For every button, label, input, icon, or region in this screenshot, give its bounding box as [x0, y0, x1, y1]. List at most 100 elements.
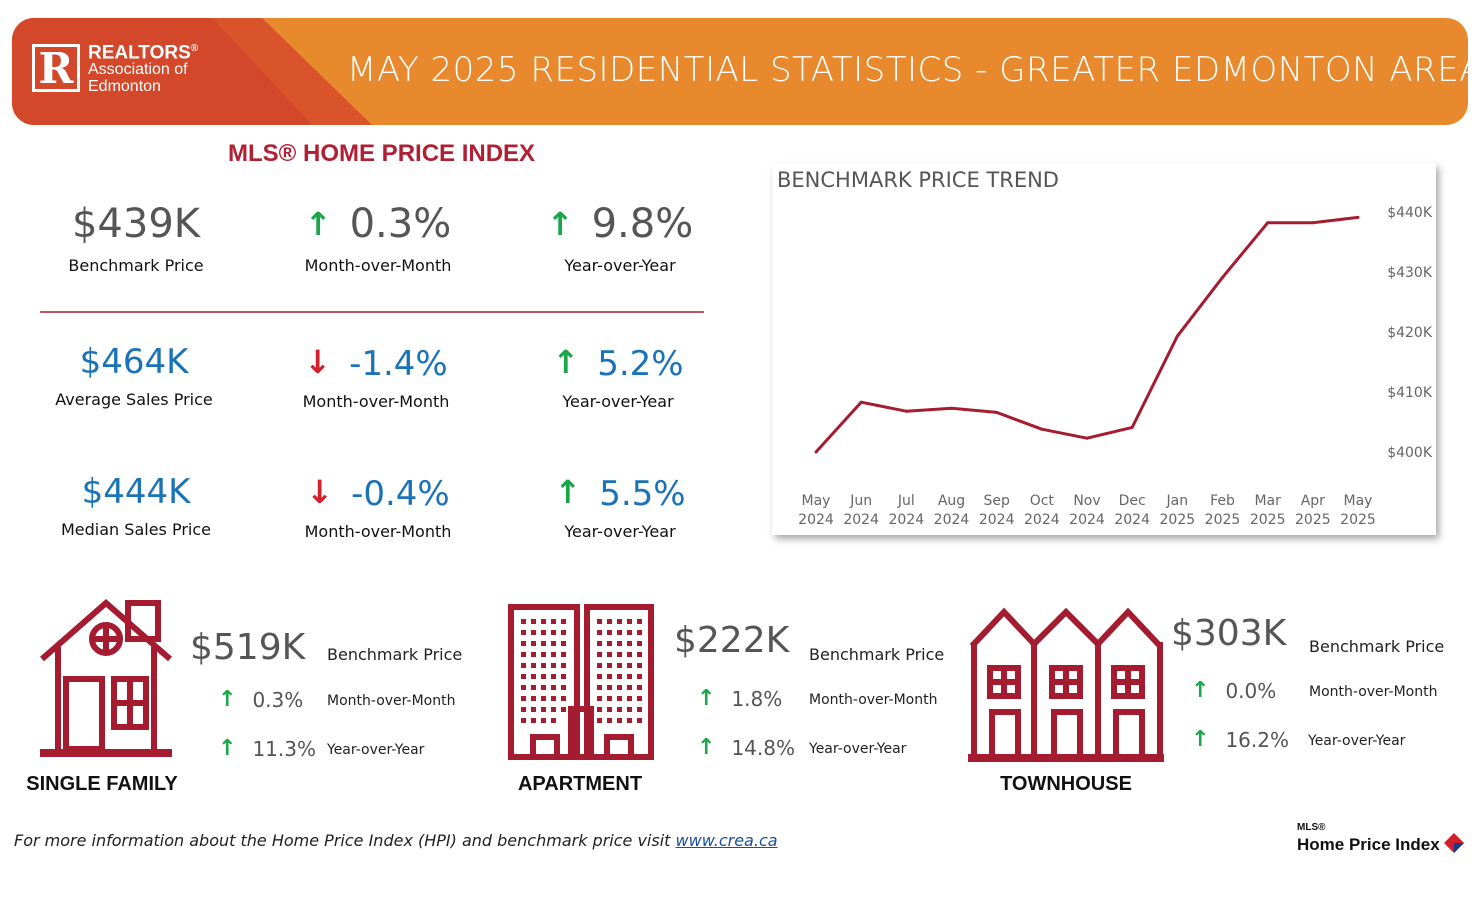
- single-family-mom: ↑ 0.3%: [218, 687, 303, 712]
- window-dot: [531, 707, 536, 712]
- apartment-yoy: ↑ 14.8%: [697, 735, 795, 760]
- benchmark-trend-chart: BENCHMARK PRICE TREND $400K $410K $420K $43…: [772, 163, 1436, 535]
- x-tick-year: 2025: [1250, 512, 1286, 528]
- townhouse-yoy-label: Year-over-Year: [1308, 733, 1406, 749]
- window-dot: [521, 630, 526, 635]
- down-arrow-icon: ↓: [306, 473, 334, 511]
- window-dot: [617, 663, 622, 668]
- townhouse-mom-label: Month-over-Month: [1309, 684, 1438, 700]
- window-dot: [607, 619, 612, 624]
- window-dot: [531, 630, 536, 635]
- average-yoy-value: 5.2%: [597, 344, 684, 384]
- benchmark-price-stat: $439K Benchmark Price: [16, 200, 256, 275]
- window-dot: [617, 696, 622, 701]
- x-tick-year: 2024: [1024, 512, 1060, 528]
- townhouse-yoy-value: 16.2%: [1225, 728, 1289, 752]
- up-arrow-icon: ↑: [218, 736, 237, 761]
- window-dot: [637, 652, 642, 657]
- window-dot: [617, 630, 622, 635]
- crea-link[interactable]: www.crea.ca: [675, 831, 778, 850]
- up-arrow-icon: ↑: [697, 735, 716, 760]
- average-mom-value: -1.4%: [349, 344, 448, 384]
- window-dot: [551, 630, 556, 635]
- data-point: [859, 400, 863, 404]
- average-mom-label: Month-over-Month: [302, 392, 450, 411]
- window-dot: [637, 663, 642, 668]
- single-family-yoy: ↑ 11.3%: [218, 736, 316, 761]
- window-dot: [541, 652, 546, 657]
- window-dot: [541, 641, 546, 646]
- window-dot: [637, 685, 642, 690]
- single-family-house-icon: [40, 599, 172, 757]
- median-price-label: Median Sales Price: [61, 520, 211, 539]
- average-mom-stat: ↓ -1.4% Month-over-Month: [256, 338, 496, 411]
- data-point: [1175, 334, 1179, 338]
- window-dot: [561, 641, 566, 646]
- benchmark-mom-stat: ↑ 0.3% Month-over-Month: [258, 200, 498, 275]
- benchmark-mom-label: Month-over-Month: [304, 256, 452, 275]
- down-arrow-icon: ↓: [304, 343, 332, 381]
- window-dot: [561, 652, 566, 657]
- benchmark-mom-value: 0.3%: [349, 201, 452, 247]
- median-yoy-label: Year-over-Year: [564, 522, 676, 541]
- window-dot: [637, 641, 642, 646]
- hpi-diamond-icon: [1444, 833, 1465, 853]
- window-dot: [637, 707, 642, 712]
- window-dot: [551, 718, 556, 723]
- x-tick-month: May: [1344, 493, 1373, 509]
- townhouse-value-label: Benchmark Price: [1309, 637, 1445, 656]
- window-dot: [521, 707, 526, 712]
- townhouse-icon: [968, 607, 1164, 762]
- up-arrow-icon: ↑: [554, 473, 582, 511]
- window-dot: [551, 663, 556, 668]
- header-banner: R REALTORS® Association of Edmonton MAY …: [12, 18, 1468, 125]
- up-arrow-icon: ↑: [546, 205, 574, 243]
- data-point: [1221, 275, 1224, 279]
- x-tick-month: Dec: [1119, 493, 1146, 509]
- window-dot: [597, 641, 602, 646]
- x-tick-year: 2024: [979, 512, 1015, 528]
- data-point: [814, 450, 818, 454]
- single-family-label: SINGLE FAMILY: [26, 773, 178, 795]
- x-tick-year: 2024: [934, 512, 970, 528]
- window-dot: [561, 696, 566, 701]
- window-dot: [561, 685, 566, 690]
- data-point: [904, 409, 908, 413]
- apartment-yoy-value: 14.8%: [731, 736, 795, 760]
- x-tick-year: 2024: [1114, 512, 1150, 528]
- median-yoy-value: 5.5%: [599, 474, 686, 514]
- window-dot: [551, 685, 556, 690]
- window-dot: [637, 718, 642, 723]
- window-dot: [597, 652, 602, 657]
- window-dot: [627, 718, 632, 723]
- window-dot: [637, 674, 642, 679]
- window-dot: [637, 696, 642, 701]
- window-dot: [531, 718, 536, 723]
- x-tick-year: 2025: [1160, 512, 1196, 528]
- chart-plot: $400K $410K $420K $430K $440K May 2024 Jun 2024 J…: [798, 205, 1433, 528]
- window-dot: [597, 674, 602, 679]
- window-dot: [541, 619, 546, 624]
- window-dot: [541, 685, 546, 690]
- series-line: [814, 215, 1359, 454]
- median-mom-value: -0.4%: [351, 474, 450, 514]
- y-tick-label: $430K: [1387, 265, 1433, 281]
- x-tick-year: 2024: [889, 512, 925, 528]
- window-dot: [607, 674, 612, 679]
- apartment-value: $222K: [674, 620, 790, 661]
- average-price-label: Average Sales Price: [55, 390, 213, 409]
- single-family-value: $519K: [190, 627, 306, 668]
- chart-title: BENCHMARK PRICE TREND: [777, 168, 1059, 192]
- window-dot: [617, 674, 622, 679]
- window-dot: [521, 652, 526, 657]
- window-dot: [531, 696, 536, 701]
- data-point: [950, 406, 953, 410]
- window-dot: [607, 641, 612, 646]
- window-dot: [551, 619, 556, 624]
- single-family-yoy-value: 11.3%: [252, 737, 316, 761]
- x-tick-month: Jul: [897, 493, 915, 509]
- benchmark-price-value: $439K: [71, 201, 201, 247]
- footer-note: For more information about the Home Pric…: [14, 831, 778, 850]
- benchmark-price-label: Benchmark Price: [68, 256, 204, 275]
- apartment-mom-value: 1.8%: [731, 687, 783, 711]
